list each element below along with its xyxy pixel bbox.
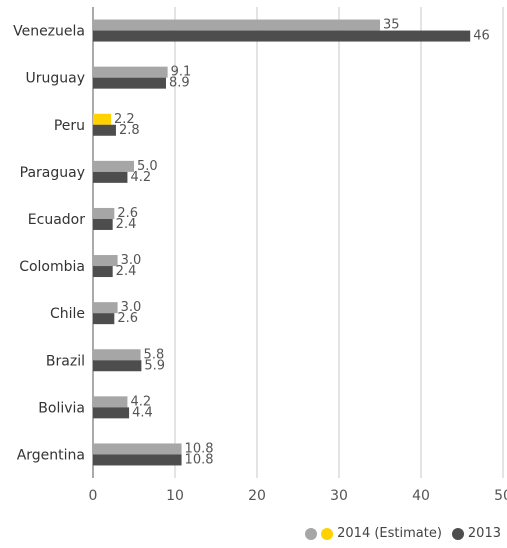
bar-2014 bbox=[93, 443, 182, 455]
bar-2013 bbox=[93, 407, 130, 419]
category-label: Uruguay bbox=[26, 71, 86, 87]
x-tick-label: 40 bbox=[412, 488, 430, 504]
bar-2014 bbox=[93, 160, 134, 172]
category-label: Paraguay bbox=[20, 165, 85, 181]
x-tick-label: 10 bbox=[166, 488, 184, 504]
data-label-2014: 3.0 bbox=[121, 300, 142, 315]
bar-2014 bbox=[93, 66, 168, 78]
legend-swatch-2014-grey bbox=[305, 527, 318, 540]
bar-2013 bbox=[93, 218, 113, 230]
data-label-2014: 4.2 bbox=[130, 394, 151, 409]
x-tick-label: 20 bbox=[248, 488, 266, 504]
bar-2014 bbox=[93, 349, 141, 361]
bar-2013 bbox=[93, 171, 128, 183]
bar-2014 bbox=[93, 113, 112, 125]
category-label: Chile bbox=[50, 306, 85, 322]
data-label-2014: 2.6 bbox=[117, 206, 138, 221]
bar-2014 bbox=[93, 207, 115, 219]
bar-2014 bbox=[93, 302, 118, 314]
category-label: Bolivia bbox=[38, 400, 85, 416]
x-tick-label: 50 bbox=[494, 488, 507, 504]
category-label: Ecuador bbox=[28, 212, 85, 228]
data-label-2013: 4.4 bbox=[132, 405, 153, 420]
legend-label-2013: 2013 bbox=[467, 526, 501, 541]
data-label-2013: 2.6 bbox=[117, 311, 138, 326]
chart-legend: 2014 (Estimate) 2013 bbox=[305, 526, 501, 541]
legend-item-2013: 2013 bbox=[451, 526, 501, 541]
data-label-2014: 2.2 bbox=[114, 112, 135, 127]
data-label-2013: 46 bbox=[473, 29, 490, 44]
bar-2014 bbox=[93, 255, 118, 267]
bar-2013 bbox=[93, 30, 471, 42]
bar-2013 bbox=[93, 77, 166, 89]
category-label: Venezuela bbox=[13, 24, 85, 40]
data-label-2014: 10.8 bbox=[185, 441, 214, 456]
legend-label-2014: 2014 (Estimate) bbox=[337, 526, 442, 541]
data-label-2013: 5.9 bbox=[144, 358, 165, 373]
data-label-2014: 3.0 bbox=[121, 253, 142, 268]
bar-2013 bbox=[93, 266, 113, 278]
x-tick-label: 30 bbox=[330, 488, 348, 504]
category-label: Brazil bbox=[46, 353, 85, 369]
legend-swatch-2013 bbox=[451, 527, 464, 540]
data-label-2013: 2.4 bbox=[116, 264, 137, 279]
data-label-2014: 9.1 bbox=[171, 65, 192, 80]
data-label-2013: 2.4 bbox=[116, 217, 137, 232]
bar-2014 bbox=[93, 396, 128, 408]
legend-swatch-2014-yellow bbox=[321, 527, 334, 540]
category-label: Colombia bbox=[19, 259, 85, 275]
bar-2013 bbox=[93, 454, 182, 466]
data-label-2014: 5.8 bbox=[144, 347, 165, 362]
x-tick-label: 0 bbox=[89, 488, 98, 504]
category-label: Peru bbox=[54, 118, 85, 134]
data-label-2014: 5.0 bbox=[137, 159, 158, 174]
category-label: Argentina bbox=[17, 447, 85, 463]
data-label-2013: 10.8 bbox=[185, 452, 214, 467]
data-label-2013: 8.9 bbox=[169, 76, 190, 91]
data-label-2013: 2.8 bbox=[119, 123, 140, 138]
bar-2014 bbox=[93, 19, 380, 31]
bar-2013 bbox=[93, 124, 116, 136]
bar-2013 bbox=[93, 360, 142, 372]
data-label-2014: 35 bbox=[383, 18, 400, 33]
bar-2013 bbox=[93, 313, 115, 325]
data-label-2013: 4.2 bbox=[130, 170, 151, 185]
